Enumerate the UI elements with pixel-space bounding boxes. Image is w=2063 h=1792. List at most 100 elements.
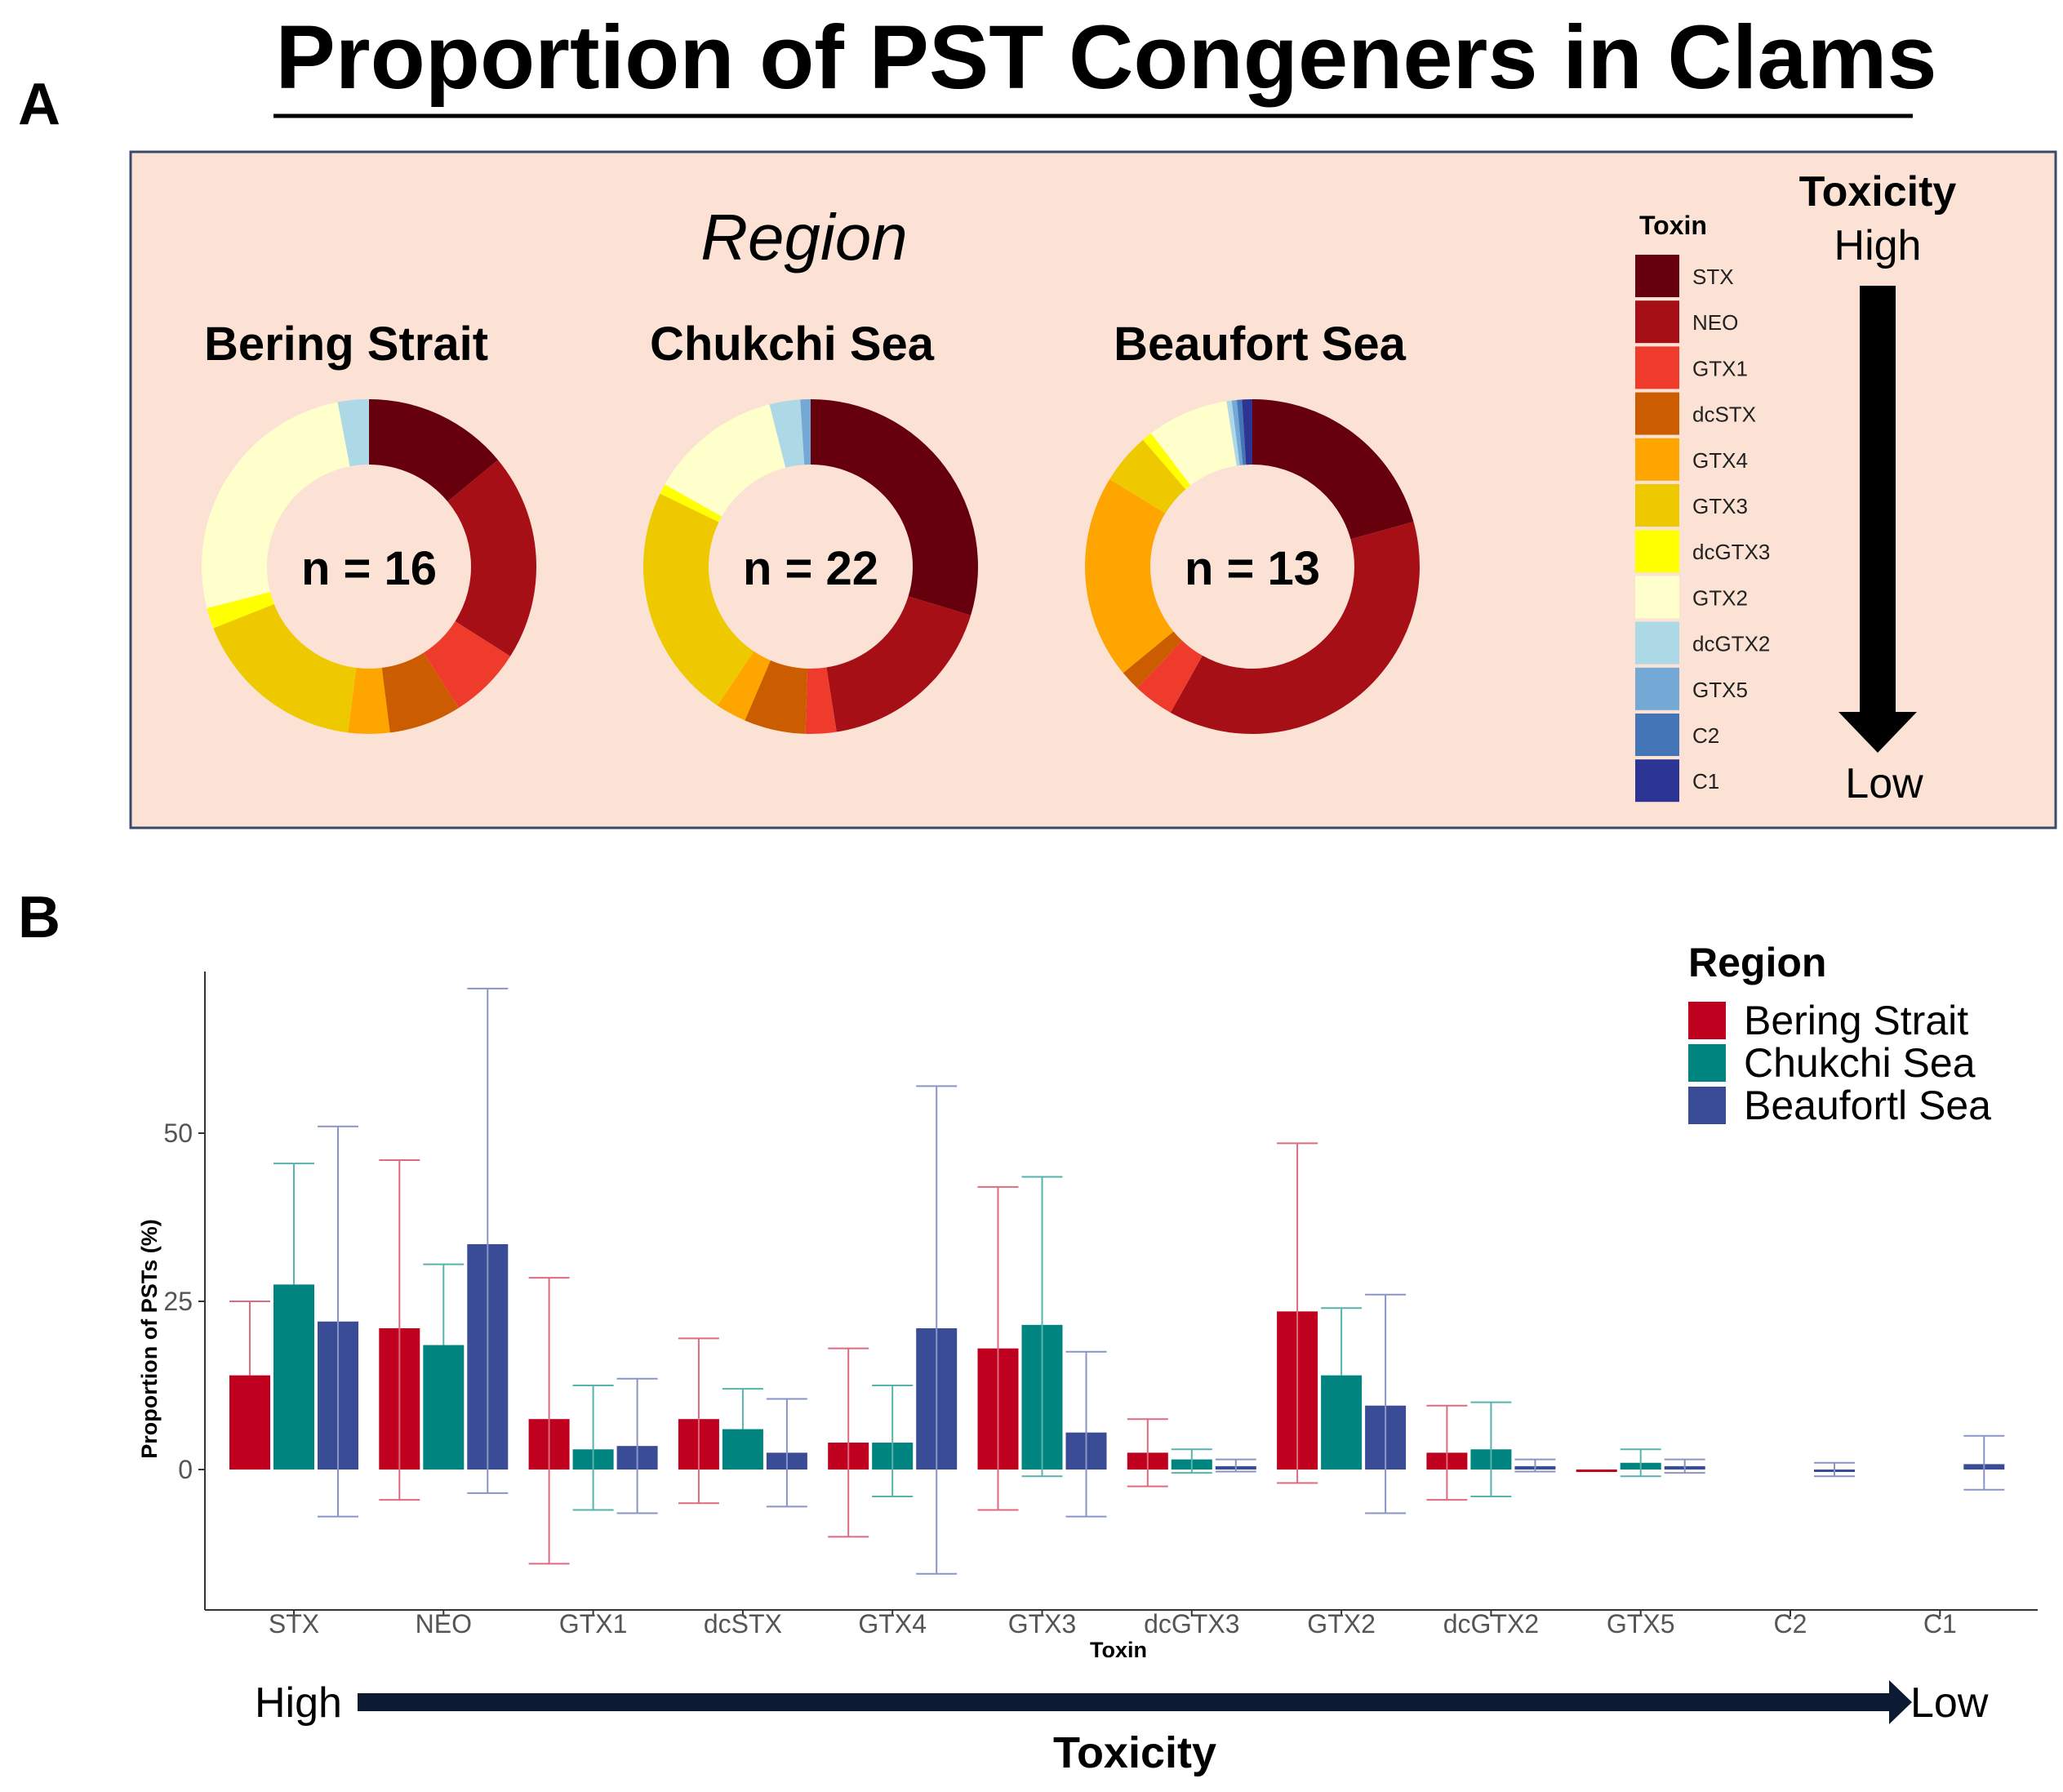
toxicity-arrow-vertical: Toxicity High Low	[1799, 168, 1957, 807]
donut-title: Bering Strait	[204, 318, 488, 371]
donut-slice-gtx4	[348, 668, 390, 734]
donut-slice-gtx5	[1231, 399, 1243, 465]
donut-slice-gtx1	[1137, 640, 1203, 713]
panel-a-label: A	[18, 72, 60, 137]
legend-label-neo: NEO	[1692, 310, 1738, 335]
arrow-shaft	[1860, 286, 1896, 714]
y-tick-label: 50	[163, 1118, 193, 1148]
donut-slice-dcgtx2	[337, 399, 369, 467]
y-axis-title: Proportion of PSTs (%)	[137, 1219, 162, 1458]
donut-slice-neo	[447, 460, 536, 656]
legend-label-dcstx: dcSTX	[1692, 402, 1756, 427]
donut-slice-gtx2	[201, 402, 350, 608]
donut-n-label: n = 22	[743, 542, 878, 595]
legend-label-gtx5: GTX5	[1692, 678, 1748, 702]
region-legend-title: Region	[1688, 940, 1826, 985]
y-tick-label: 0	[178, 1455, 193, 1484]
toxicity-title: Toxicity	[1799, 168, 1957, 216]
donut-slice-stx	[1252, 399, 1414, 540]
donut-slice-gtx3	[213, 604, 357, 733]
legend-swatch-gtx2	[1635, 576, 1679, 619]
donut-slice-gtx4	[717, 651, 771, 721]
toxicity-arrow-horizontal: High Low Toxicity	[255, 1679, 1989, 1777]
arrow-shaft	[358, 1693, 1892, 1711]
donut-slice-gtx3	[643, 493, 754, 706]
donut-slice-gtx1	[423, 620, 511, 709]
legend-label-beaufortl-sea: Beaufortl Sea	[1744, 1083, 1991, 1128]
donut-super-title: Region	[700, 201, 908, 273]
legend-swatch-beaufortl-sea	[1688, 1087, 1726, 1124]
donut-slice-stx	[811, 399, 979, 616]
donut-slices	[643, 399, 979, 734]
x-axis-title: Toxin	[1090, 1638, 1147, 1662]
legend-swatch-chukchi-sea	[1688, 1044, 1726, 1082]
legend-swatch-gtx5	[1635, 667, 1679, 710]
legend-label-chukchi-sea: Chukchi Sea	[1744, 1040, 1976, 1086]
donut-slice-dcstx	[745, 660, 808, 734]
bar-chukchi-sea-dcstx	[722, 1429, 763, 1470]
donut-bering-strait: Bering Strait n = 16	[201, 318, 536, 734]
legend-swatch-gtx1	[1635, 346, 1679, 389]
toxicity-low: Low	[1845, 760, 1923, 807]
legend-label-gtx1: GTX1	[1692, 356, 1748, 380]
toxicity-low: Low	[1910, 1679, 1989, 1727]
donut-slice-dcgtx3	[207, 592, 274, 629]
y-ticks: 0 25 50	[163, 1118, 205, 1484]
donut-slice-dcgtx3	[660, 484, 722, 522]
toxin-legend: Toxin STX NEO GTX1 dcSTX GTX4 GTX3 dcGTX3 GTX2 d…	[1635, 211, 1770, 803]
legend-label-gtx4: GTX4	[1692, 448, 1748, 473]
donut-slice-dcstx	[1123, 631, 1183, 688]
legend-label-gtx3: GTX3	[1692, 494, 1748, 518]
bars	[229, 987, 2005, 1575]
x-tick-label-gtx4: GTX4	[858, 1609, 927, 1639]
legend-label-dcgtx2: dcGTX2	[1692, 632, 1770, 656]
donut-slice-gtx4	[1085, 478, 1174, 674]
donut-slice-dcgtx2	[1226, 400, 1240, 466]
panel-b-label: B	[18, 885, 60, 950]
legend-swatch-gtx3	[1635, 484, 1679, 527]
x-tick-label-neo: NEO	[416, 1609, 472, 1639]
legend-swatch-stx	[1635, 255, 1679, 297]
bar-chukchi-sea-stx	[273, 1284, 314, 1470]
donut-slice-neo	[1170, 522, 1420, 734]
legend-swatch-bering-strait	[1688, 1002, 1726, 1039]
donut-title: Chukchi Sea	[650, 318, 935, 371]
x-tick-label-gtx1: GTX1	[559, 1609, 628, 1639]
donut-slice-dcgtx2	[769, 399, 805, 468]
donut-slice-gtx3	[1109, 439, 1186, 514]
donut-slices	[1085, 399, 1420, 734]
legend-label-c1: C1	[1692, 769, 1719, 794]
legend-swatch-c1	[1635, 759, 1679, 803]
legend-label-c2: C2	[1692, 723, 1719, 748]
donut-slice-dcstx	[381, 652, 459, 733]
arrow-head	[1838, 712, 1917, 753]
bar-bering-strait-stx	[229, 1375, 270, 1470]
x-tick-label-stx: STX	[269, 1609, 319, 1639]
toxin-legend-title: Toxin	[1639, 211, 1707, 240]
x-ticks: STX NEO GTX1 dcSTX GTX4 GTX3 dcGTX3 GTX2 dcGTX2 G…	[269, 1609, 1957, 1639]
panel-a-background	[129, 150, 2057, 829]
donut-slice-dcgtx3	[1143, 433, 1191, 490]
donut-slice-neo	[826, 596, 971, 732]
donut-slice-stx	[369, 399, 498, 502]
legend-label-dcgtx3: dcGTX3	[1692, 540, 1770, 564]
legend-swatch-dcgtx3	[1635, 530, 1679, 573]
donut-slice-gtx1	[805, 667, 837, 734]
donut-title: Beaufort Sea	[1114, 318, 1407, 371]
x-tick-label-c2: C2	[1774, 1609, 1807, 1639]
toxicity-high: High	[1834, 222, 1922, 269]
donut-chukchi-sea: Chukchi Sea n = 22	[643, 318, 979, 734]
arrow-head	[1889, 1680, 1912, 1724]
donut-slice-c2	[1236, 399, 1247, 465]
donut-slice-gtx5	[800, 399, 811, 465]
legend-swatch-dcgtx2	[1635, 621, 1679, 665]
x-tick-label-dcgtx3: dcGTX3	[1144, 1609, 1239, 1639]
donut-slices	[201, 399, 536, 734]
toxicity-title: Toxicity	[1053, 1728, 1216, 1777]
legend-label-stx: STX	[1692, 265, 1734, 289]
legend-label-bering-strait: Bering Strait	[1744, 998, 1968, 1043]
toxicity-high: High	[255, 1679, 342, 1727]
donut-n-label: n = 13	[1185, 542, 1320, 595]
